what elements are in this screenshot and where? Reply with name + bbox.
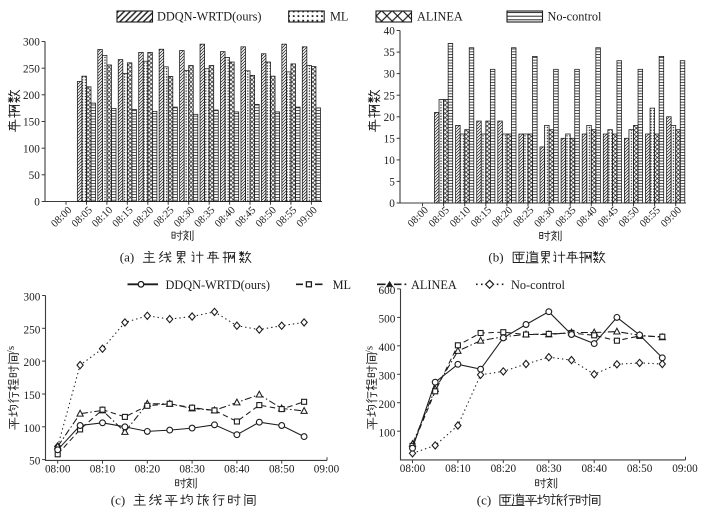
svg-text:250: 250 (24, 324, 41, 336)
svg-text:200: 200 (24, 357, 41, 369)
svg-text:400: 400 (379, 342, 396, 354)
svg-text:500: 500 (379, 314, 396, 326)
svg-text:0: 0 (34, 197, 40, 209)
svg-text:5: 5 (389, 177, 395, 189)
svg-text:/s: /s (363, 346, 375, 353)
svg-text:100: 100 (379, 427, 396, 439)
svg-text:08:10: 08:10 (445, 463, 471, 475)
svg-text:(a): (a) (120, 250, 134, 265)
svg-text:50: 50 (29, 170, 41, 182)
svg-text:No-control: No-control (548, 10, 603, 24)
svg-text:08:20: 08:20 (135, 464, 161, 476)
svg-text:150: 150 (24, 390, 41, 402)
svg-text:600: 600 (379, 285, 396, 297)
svg-text:100: 100 (24, 423, 41, 435)
svg-text:15: 15 (384, 133, 396, 145)
svg-text:08:30: 08:30 (179, 464, 205, 476)
svg-text:10: 10 (384, 155, 396, 167)
svg-text:ML: ML (330, 10, 348, 24)
svg-text:300: 300 (23, 37, 40, 49)
svg-text:09:00: 09:00 (314, 464, 340, 476)
svg-text:08:30: 08:30 (536, 463, 562, 475)
svg-text:100: 100 (23, 143, 40, 155)
svg-text:08:40: 08:40 (224, 464, 250, 476)
svg-text:ALINEA: ALINEA (417, 10, 463, 24)
svg-text:08:40: 08:40 (581, 463, 607, 475)
svg-text:20: 20 (384, 112, 396, 124)
svg-text:08:20: 08:20 (491, 463, 517, 475)
svg-text:No-control: No-control (511, 278, 566, 292)
svg-text:40: 40 (384, 26, 396, 38)
svg-text:25: 25 (384, 90, 396, 102)
svg-text:35: 35 (384, 47, 396, 59)
svg-text:300: 300 (24, 292, 41, 304)
svg-text:0: 0 (389, 198, 395, 210)
svg-text:/s: /s (5, 346, 17, 353)
svg-text:09:00: 09:00 (672, 463, 698, 475)
svg-text:30: 30 (384, 69, 396, 81)
svg-text:(c): (c) (111, 492, 125, 507)
svg-text:(b): (b) (488, 250, 503, 265)
svg-text:200: 200 (23, 90, 40, 102)
svg-text:08:10: 08:10 (90, 464, 116, 476)
svg-text:08:50: 08:50 (269, 464, 295, 476)
svg-text:200: 200 (379, 399, 396, 411)
svg-text:DDQN-WRTD(ours): DDQN-WRTD(ours) (157, 10, 261, 24)
svg-text:08:50: 08:50 (627, 463, 653, 475)
svg-text:250: 250 (23, 63, 40, 75)
svg-text:08:00: 08:00 (45, 464, 71, 476)
svg-text:ALINEA: ALINEA (411, 278, 457, 292)
svg-text:300: 300 (379, 370, 396, 382)
svg-text:(c): (c) (477, 492, 491, 507)
svg-text:DDQN-WRTD(ours): DDQN-WRTD(ours) (166, 278, 270, 292)
svg-text:ML: ML (333, 278, 351, 292)
svg-text:150: 150 (23, 117, 40, 129)
svg-text:50: 50 (29, 456, 41, 468)
svg-text:08:00: 08:00 (400, 463, 426, 475)
